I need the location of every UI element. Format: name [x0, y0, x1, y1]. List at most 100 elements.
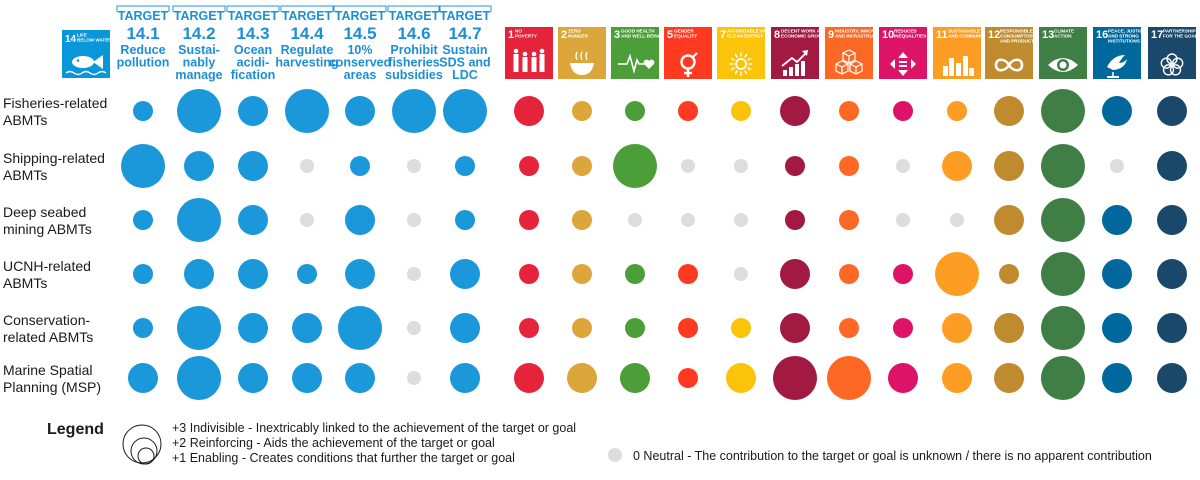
target-bubble — [407, 159, 421, 173]
goal-bubble — [625, 101, 645, 121]
flower-icon — [1160, 53, 1184, 76]
target-bubble — [238, 151, 268, 181]
target-description: fisheries — [388, 56, 439, 70]
goal-bubble — [1102, 96, 1132, 126]
goal-bubble — [1102, 313, 1132, 343]
sdg-number: 9 — [828, 29, 834, 41]
sdg-number: 5 — [667, 29, 673, 41]
target-description: conserved — [329, 56, 392, 70]
sdg-tile-background — [825, 27, 873, 79]
target-number: 14.5 — [343, 24, 376, 43]
goal-bubble — [994, 313, 1024, 343]
goal-bubble — [942, 313, 972, 343]
row-label-line: ABMTs — [3, 167, 47, 183]
target-description: Sustai- — [178, 43, 220, 57]
sdg-name-line: REDUCED — [894, 29, 917, 34]
sun-icon — [729, 52, 753, 76]
sdg14-name-line: BELOW WATER — [77, 38, 112, 43]
target-bubble — [407, 267, 421, 281]
goal-bubble — [519, 264, 539, 284]
target-bubble — [345, 205, 375, 235]
sdg-name-line: CLIMATE — [1054, 29, 1074, 34]
sdg-name-line: PEACE, JUSTICE — [1108, 29, 1146, 34]
sdg14-tile-background — [62, 30, 110, 78]
sdg-tile-7: 7 AFFORDABLE AND CLEAN ENERGY — [717, 27, 770, 79]
sdg-number: 13 — [1042, 29, 1054, 41]
sdg-number: 12 — [988, 29, 1000, 41]
target-title: TARGET — [440, 9, 491, 23]
goal-bubble — [572, 210, 592, 230]
goal-bubble — [947, 101, 967, 121]
target-bubble — [238, 259, 268, 289]
goal-bubble — [734, 213, 748, 227]
sdg-name-line: DECENT WORK AND — [781, 29, 827, 34]
row-label-line: Marine Spatial — [3, 362, 93, 378]
row-labels: Fisheries-relatedABMTsShipping-relatedAB… — [3, 95, 107, 395]
sdg-tile-13: 13 CLIMATE ACTION — [1039, 27, 1087, 79]
goal-bubble — [1041, 144, 1085, 188]
goal-bubble — [893, 101, 913, 121]
goal-bubble — [896, 159, 910, 173]
sdg-name-line: AND COMMUNITIES — [948, 34, 992, 39]
goal-bubble — [839, 264, 859, 284]
sdg-tile-1: 1 NO POVERTY — [505, 27, 553, 79]
sdg-name-line: POVERTY — [515, 34, 537, 39]
target-bubble — [177, 89, 221, 133]
target-description: harvesting — [275, 56, 338, 70]
target-bubble — [345, 259, 375, 289]
sdg-number: 11 — [936, 29, 948, 41]
goal-bubble — [999, 264, 1019, 284]
sdg14-name: LIFE BELOW WATER — [77, 33, 112, 43]
target-bubble — [345, 96, 375, 126]
goal-bubble — [678, 318, 698, 338]
bowl-icon — [570, 51, 594, 75]
goal-bubble — [572, 101, 592, 121]
sdg-name-line: EQUALITY — [674, 34, 697, 39]
goal-bubble — [785, 156, 805, 176]
goal-bubble — [780, 259, 810, 289]
target-header-bracket — [438, 5, 492, 12]
sdg-name-line: INDUSTRY, INNOVATION — [835, 29, 889, 34]
legend-item: +2 Reinforcing - Aids the achievement of… — [172, 436, 495, 450]
target-description: Regulate — [281, 43, 334, 57]
target-number: 14.1 — [126, 24, 159, 43]
goal-bubble — [628, 213, 642, 227]
goal-bubble — [678, 264, 698, 284]
target-number: 14.6 — [397, 24, 430, 43]
sdg-tile-10: 10 REDUCED INEQUALITIES — [879, 27, 927, 79]
target-bubble — [350, 156, 370, 176]
target-header-bracket — [333, 5, 387, 12]
target-header-bracket — [226, 5, 280, 12]
goal-bubble — [1041, 198, 1085, 242]
sdg-tile-background — [505, 27, 553, 79]
goal-bubble — [620, 363, 650, 393]
target-bubble — [392, 89, 436, 133]
sdg-name-line: GOOD HEALTH — [621, 29, 655, 34]
row-label-line: Conservation- — [3, 312, 90, 328]
goal-bubble — [896, 213, 910, 227]
target-bubble — [177, 306, 221, 350]
sdg-number: 10 — [882, 29, 894, 41]
goal-bubble — [1157, 313, 1187, 343]
sdg-number: 2 — [561, 29, 567, 41]
target-title: TARGET — [228, 9, 279, 23]
target-title: TARGET — [335, 9, 386, 23]
goal-bubble — [726, 363, 756, 393]
goal-bubble — [780, 313, 810, 343]
sdg-name-line: PARTNERSHIPS — [1163, 29, 1199, 34]
target-bubble — [407, 213, 421, 227]
goal-bubble — [839, 101, 859, 121]
sdg-name: RESPONSIBLE CONSUMPTION AND PRODUCTION — [1000, 29, 1043, 44]
target-bubble — [184, 259, 214, 289]
sdg-name-line: AFFORDABLE AND — [727, 29, 770, 34]
sdg-name-line: ECONOMIC GROWTH — [781, 34, 829, 39]
sdg-tile-background — [1148, 27, 1196, 79]
sdg-name-line: RESPONSIBLE — [1000, 29, 1033, 34]
target-description: nably — [183, 56, 216, 70]
target-header-bracket — [280, 5, 334, 12]
